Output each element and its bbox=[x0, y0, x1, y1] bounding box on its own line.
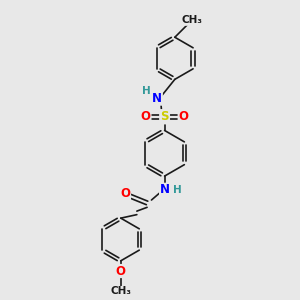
Text: H: H bbox=[172, 185, 181, 195]
Text: O: O bbox=[116, 265, 126, 278]
Text: CH₃: CH₃ bbox=[110, 286, 131, 296]
Text: O: O bbox=[141, 110, 151, 123]
Text: H: H bbox=[142, 86, 151, 96]
Text: N: N bbox=[152, 92, 162, 105]
Text: S: S bbox=[160, 110, 169, 123]
Text: N: N bbox=[160, 183, 170, 196]
Text: O: O bbox=[121, 187, 130, 200]
Text: O: O bbox=[178, 110, 189, 123]
Text: CH₃: CH₃ bbox=[181, 15, 202, 25]
